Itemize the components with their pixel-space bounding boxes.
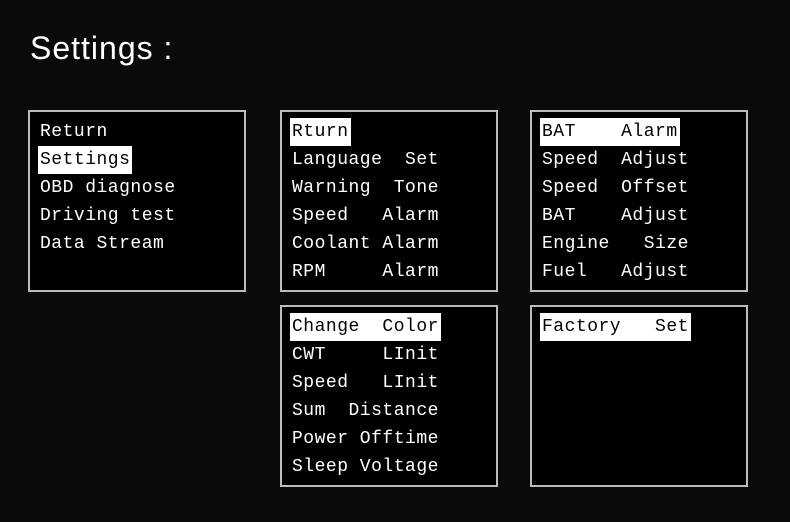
- menu-item-rpm-alarm[interactable]: RPM Alarm: [290, 262, 441, 282]
- menu-item-speed-offset[interactable]: Speed Offset: [540, 178, 691, 198]
- page-title: Settings :: [30, 30, 173, 67]
- menu-item-coolant-alarm[interactable]: Coolant Alarm: [290, 234, 441, 254]
- menu-item-fuel-adjust[interactable]: Fuel Adjust: [540, 262, 691, 282]
- settings-panel-b: BAT Alarm Speed Adjust Speed Offset BAT …: [530, 110, 748, 292]
- menu-item-warning-tone[interactable]: Warning Tone: [290, 178, 441, 198]
- main-menu-panel: Return Settings OBD diagnose Driving tes…: [28, 110, 246, 292]
- menu-item-power-offtime[interactable]: Power Offtime: [290, 429, 441, 449]
- menu-item-language-set[interactable]: Language Set: [290, 150, 441, 170]
- menu-item-driving-test[interactable]: Driving test: [38, 206, 178, 226]
- menu-item-factory-set[interactable]: Factory Set: [540, 313, 691, 341]
- menu-item-rturn[interactable]: Rturn: [290, 118, 351, 146]
- menu-item-bat-adjust[interactable]: BAT Adjust: [540, 206, 691, 226]
- menu-item-data-stream[interactable]: Data Stream: [38, 234, 166, 254]
- menu-item-sleep-voltage[interactable]: Sleep Voltage: [290, 457, 441, 477]
- menu-item-bat-alarm[interactable]: BAT Alarm: [540, 118, 680, 146]
- settings-panel-a: Rturn Language Set Warning Tone Speed Al…: [280, 110, 498, 292]
- menu-item-cwt-linit[interactable]: CWT LInit: [290, 345, 441, 365]
- menu-item-obd-diagnose[interactable]: OBD diagnose: [38, 178, 178, 198]
- menu-item-settings[interactable]: Settings: [38, 146, 132, 174]
- menu-item-speed-alarm[interactable]: Speed Alarm: [290, 206, 441, 226]
- menu-item-return[interactable]: Return: [38, 122, 110, 142]
- settings-panel-c: Change Color CWT LInit Speed LInit Sum D…: [280, 305, 498, 487]
- menu-item-speed-linit[interactable]: Speed LInit: [290, 373, 441, 393]
- menu-item-speed-adjust[interactable]: Speed Adjust: [540, 150, 691, 170]
- menu-item-sum-distance[interactable]: Sum Distance: [290, 401, 441, 421]
- settings-panel-d: Factory Set: [530, 305, 748, 487]
- menu-item-engine-size[interactable]: Engine Size: [540, 234, 691, 254]
- menu-item-change-color[interactable]: Change Color: [290, 313, 441, 341]
